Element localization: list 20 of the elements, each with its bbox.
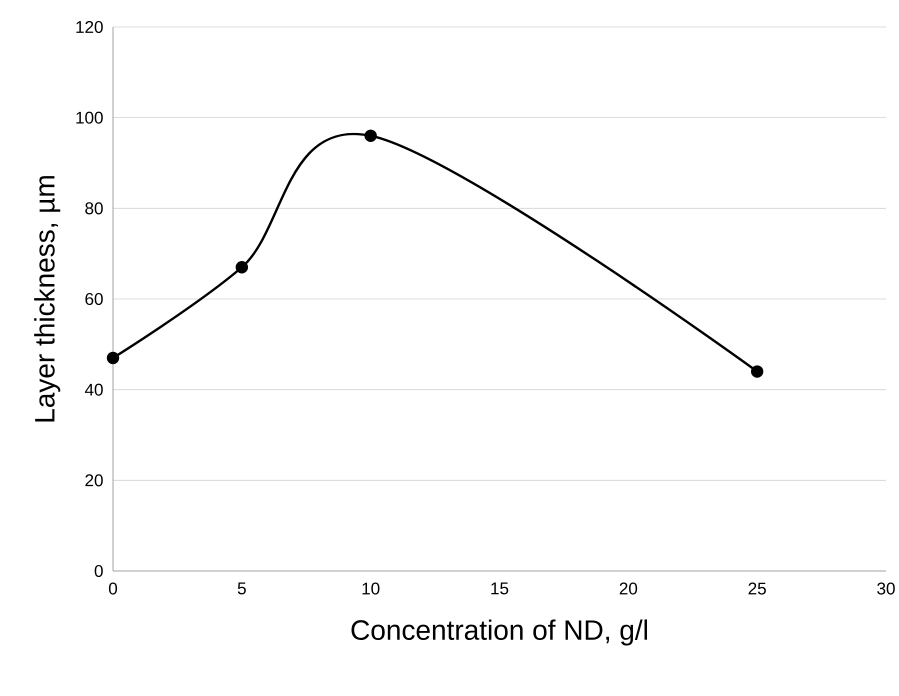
- x-tick-label: 25: [748, 582, 766, 595]
- y-axis-title: Layer thickness, µm: [34, 176, 60, 422]
- x-tick-label: 10: [362, 582, 380, 595]
- y-tick-label: 80: [85, 202, 103, 214]
- x-axis-title: Concentration of ND, g/l: [352, 619, 647, 646]
- y-tick-label: 20: [85, 474, 103, 486]
- point: [236, 261, 248, 274]
- y-tick-label: 0: [94, 564, 103, 578]
- point: [364, 130, 377, 142]
- x-tick-label: 0: [108, 582, 118, 595]
- x-tick-label: 20: [620, 582, 638, 595]
- x-tick-label: 5: [238, 582, 246, 594]
- y-tick-label: 120: [76, 20, 103, 34]
- y-tick-label: 40: [84, 384, 103, 396]
- point: [750, 365, 764, 378]
- y-tick-label: 60: [85, 292, 103, 306]
- x-tick-label: 30: [877, 582, 895, 595]
- x-tick-label: 15: [491, 582, 508, 594]
- y-tick-label: 100: [76, 112, 103, 124]
- point: [106, 352, 120, 364]
